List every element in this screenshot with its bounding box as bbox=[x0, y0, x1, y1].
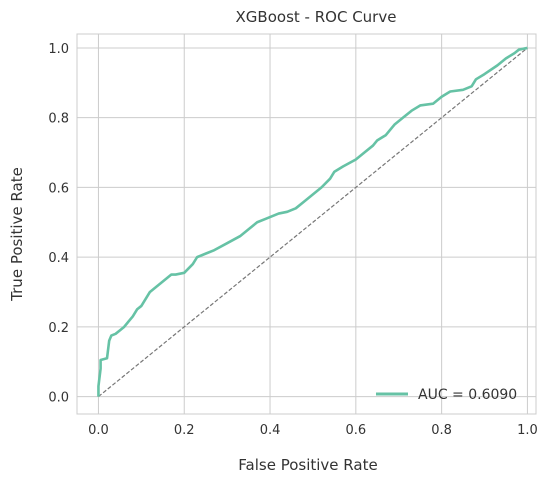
x-tick-label: 0.0 bbox=[88, 423, 109, 438]
x-tick-label: 0.4 bbox=[260, 423, 281, 438]
x-tick-label: 0.8 bbox=[431, 423, 452, 438]
roc-curve-line bbox=[97, 46, 528, 397]
legend: AUC = 0.6090 bbox=[376, 387, 517, 403]
tick-labels: 0.0 0.2 0.4 0.6 0.8 1.0 0.0 0.2 0.4 0.6 0.8 1.0 bbox=[48, 42, 537, 438]
y-tick-label: 0.4 bbox=[48, 251, 69, 266]
y-axis-label: True Positive Rate bbox=[8, 167, 26, 302]
y-tick-label: 0.8 bbox=[48, 112, 69, 127]
x-tick-label: 0.6 bbox=[345, 423, 366, 438]
grid bbox=[77, 34, 536, 414]
x-axis-label: False Positive Rate bbox=[238, 456, 377, 474]
plot-frame bbox=[76, 33, 537, 415]
y-tick-label: 0.6 bbox=[48, 181, 69, 196]
y-tick-label: 0.0 bbox=[48, 391, 69, 406]
legend-label: AUC = 0.6090 bbox=[418, 387, 517, 403]
y-tick-label: 1.0 bbox=[48, 42, 69, 57]
x-tick-label: 1.0 bbox=[517, 423, 538, 438]
chart-title: XGBoost - ROC Curve bbox=[236, 8, 397, 26]
x-tick-label: 0.2 bbox=[174, 423, 195, 438]
chance-diagonal-line bbox=[98, 47, 528, 398]
series-layer bbox=[97, 46, 528, 398]
y-tick-label: 0.2 bbox=[48, 321, 69, 336]
